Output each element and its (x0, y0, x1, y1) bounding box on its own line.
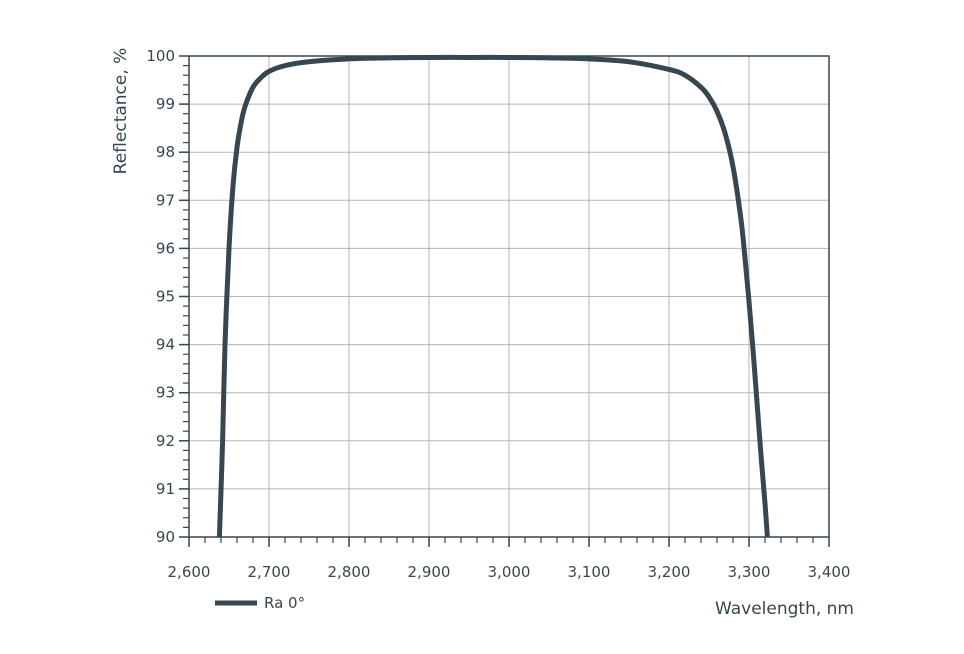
x-tick-label: 2,700 (248, 563, 291, 581)
x-axis-title: Wavelength, nm (715, 599, 854, 619)
series-layer (216, 54, 770, 538)
x-tick-label: 2,800 (328, 563, 371, 581)
y-axis-title: Reflectance, % (111, 48, 131, 175)
legend: Ra 0° (215, 594, 305, 612)
y-tick-label: 92 (156, 432, 175, 450)
y-tick-label: 97 (156, 191, 175, 209)
minor-ticks (179, 55, 830, 547)
x-tick-label: 3,000 (488, 563, 531, 581)
legend-label: Ra 0° (264, 594, 305, 612)
y-tick-label: 91 (156, 480, 175, 498)
y-tick-label: 94 (156, 336, 175, 354)
y-tick-label: 93 (156, 384, 175, 402)
x-tick-label: 3,400 (808, 563, 851, 581)
y-tick-label: 90 (156, 528, 175, 546)
y-tick-label: 96 (156, 239, 175, 257)
y-tick-labels: 90 91 92 93 94 95 96 97 98 99 100 (146, 47, 175, 546)
x-tick-label: 3,300 (728, 563, 771, 581)
x-tick-label: 3,200 (648, 563, 691, 581)
x-tick-labels: 2,600 2,700 2,800 2,900 3,000 3,100 3,200 3,300… (168, 563, 851, 581)
y-tick-label: 95 (156, 288, 175, 306)
series-line-ra-0 (216, 54, 770, 538)
x-tick-label: 2,900 (408, 563, 451, 581)
y-tick-label: 98 (156, 143, 175, 161)
y-tick-label: 99 (156, 95, 175, 113)
x-tick-label: 3,100 (568, 563, 611, 581)
y-tick-label: 100 (146, 47, 175, 65)
grid (189, 56, 829, 537)
x-tick-label: 2,600 (168, 563, 211, 581)
